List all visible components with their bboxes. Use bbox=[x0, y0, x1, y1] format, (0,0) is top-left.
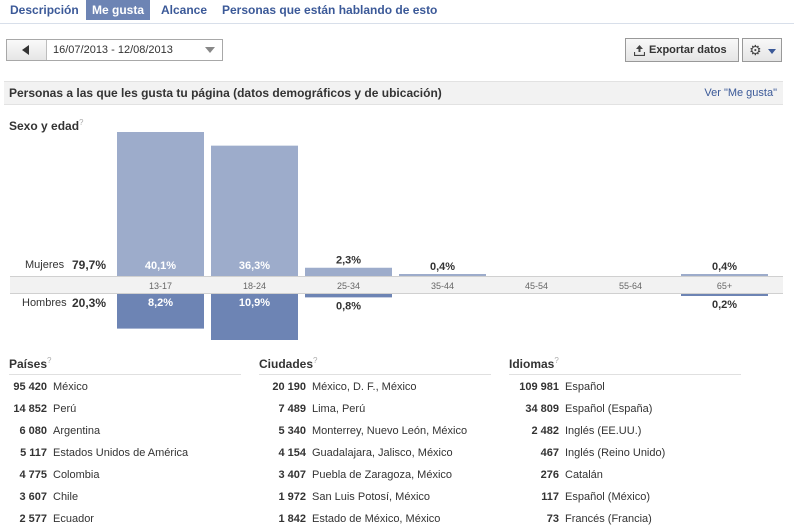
language-name: Francés (Francia) bbox=[565, 513, 652, 525]
country-name: Perú bbox=[53, 403, 77, 415]
women-data-label: 2,3% bbox=[336, 255, 361, 267]
demographics-title-text: Sexo y edad bbox=[9, 119, 80, 133]
women-percent: 79,7% bbox=[72, 258, 107, 272]
language-count: 34 809 bbox=[525, 403, 559, 415]
countries-divider bbox=[9, 374, 241, 375]
help-icon[interactable]: ? bbox=[313, 356, 318, 365]
city-name: Guadalajara, Jalisco, México bbox=[312, 447, 453, 459]
women-label: Mujeres bbox=[25, 259, 65, 271]
tab-bar: Descripción Me gusta Alcance Personas qu… bbox=[0, 0, 794, 24]
country-name: Argentina bbox=[53, 425, 101, 437]
tab-me-gusta[interactable]: Me gusta bbox=[86, 0, 151, 20]
city-name: Lima, Perú bbox=[312, 403, 366, 415]
language-count: 73 bbox=[546, 513, 559, 525]
women-data-label: 40,1% bbox=[145, 260, 176, 272]
previous-period-button[interactable] bbox=[7, 40, 47, 60]
men-label: Hombres bbox=[22, 297, 67, 309]
country-count: 5 117 bbox=[20, 447, 47, 459]
language-count: 276 bbox=[540, 469, 559, 481]
city-count: 1 972 bbox=[278, 491, 306, 503]
language-count: 2 482 bbox=[531, 425, 559, 437]
languages-title: Idiomas? bbox=[509, 356, 559, 371]
country-name: Chile bbox=[53, 491, 79, 503]
women-data-label: 0,4% bbox=[430, 261, 455, 273]
women-data-label: 36,3% bbox=[239, 260, 270, 272]
cities-title-text: Ciudades bbox=[259, 357, 314, 371]
tab-descripcion[interactable]: Descripción bbox=[10, 3, 79, 17]
men-data-label: 8,2% bbox=[148, 297, 173, 309]
arrow-left-icon bbox=[22, 45, 29, 55]
demographics-title: Sexo y edad? bbox=[9, 118, 83, 133]
export-data-button[interactable]: Exportar datos bbox=[625, 38, 739, 62]
city-count: 4 154 bbox=[278, 447, 306, 459]
country-count: 6 080 bbox=[19, 425, 47, 437]
city-name: San Luis Potosí, México bbox=[312, 491, 431, 503]
country-name: México bbox=[53, 381, 88, 393]
tab-personas-hablando[interactable]: Personas que están hablando de esto bbox=[222, 3, 438, 17]
men-percent: 20,3% bbox=[72, 296, 107, 310]
women-bar bbox=[305, 267, 392, 276]
country-name: Ecuador bbox=[53, 513, 94, 525]
chevron-down-icon[interactable] bbox=[205, 47, 215, 53]
country-count: 4 775 bbox=[19, 469, 47, 481]
city-count: 7 489 bbox=[278, 403, 306, 415]
country-count: 14 852 bbox=[13, 403, 47, 415]
city-count: 1 842 bbox=[278, 513, 306, 525]
section-header: Personas a las que les gusta tu página (… bbox=[4, 81, 783, 105]
city-name: Estado de México, México bbox=[312, 513, 441, 525]
cities-title: Ciudades? bbox=[259, 356, 317, 371]
city-name: México, D. F., México bbox=[312, 381, 417, 393]
city-name: Monterrey, Nuevo León, México bbox=[312, 425, 468, 437]
help-icon[interactable]: ? bbox=[554, 356, 559, 365]
date-range-text: 16/07/2013 - 12/08/2013 bbox=[53, 44, 173, 56]
language-name: Español (España) bbox=[565, 403, 653, 415]
settings-menu-button[interactable]: ⚙ bbox=[742, 38, 782, 62]
men-bar bbox=[681, 294, 768, 296]
age-axis-band bbox=[10, 276, 783, 294]
country-name: Colombia bbox=[53, 469, 100, 481]
men-bar bbox=[305, 294, 392, 298]
languages-divider bbox=[509, 374, 741, 375]
language-count: 109 981 bbox=[519, 381, 559, 393]
chevron-down-icon bbox=[768, 49, 776, 54]
export-icon bbox=[634, 45, 645, 56]
language-name: Español bbox=[565, 381, 605, 393]
city-count: 20 190 bbox=[272, 381, 306, 393]
date-range-picker[interactable]: 16/07/2013 - 12/08/2013 bbox=[6, 39, 223, 61]
men-data-label: 0,2% bbox=[712, 299, 737, 311]
country-name: Estados Unidos de América bbox=[53, 447, 189, 459]
help-icon[interactable]: ? bbox=[47, 356, 52, 365]
cities-divider bbox=[259, 374, 491, 375]
city-count: 3 407 bbox=[278, 469, 306, 481]
language-name: Catalán bbox=[565, 469, 603, 481]
language-name: Inglés (EE.UU.) bbox=[565, 425, 642, 437]
city-name: Puebla de Zaragoza, México bbox=[312, 469, 453, 481]
gear-icon: ⚙ bbox=[749, 42, 762, 58]
men-bar bbox=[211, 294, 298, 340]
language-count: 117 bbox=[541, 491, 559, 503]
men-data-label: 0,8% bbox=[336, 300, 361, 312]
help-icon[interactable]: ? bbox=[79, 118, 84, 127]
women-data-label: 0,4% bbox=[712, 261, 737, 273]
language-name: Inglés (Reino Unido) bbox=[565, 447, 666, 459]
language-count: 467 bbox=[540, 447, 559, 459]
tab-alcance[interactable]: Alcance bbox=[161, 3, 208, 17]
women-bar bbox=[117, 132, 204, 276]
men-data-label: 10,9% bbox=[239, 297, 270, 309]
view-likes-link[interactable]: Ver "Me gusta" bbox=[704, 87, 777, 99]
country-count: 3 607 bbox=[19, 491, 47, 503]
languages-title-text: Idiomas bbox=[509, 357, 555, 371]
export-data-label: Exportar datos bbox=[649, 44, 727, 56]
section-title: Personas a las que les gusta tu página (… bbox=[9, 86, 442, 100]
country-count: 2 577 bbox=[19, 513, 47, 525]
country-count: 95 420 bbox=[13, 381, 47, 393]
men-bar bbox=[117, 294, 204, 329]
countries-title-text: Países bbox=[9, 357, 48, 371]
city-count: 5 340 bbox=[278, 425, 306, 437]
women-bar bbox=[211, 145, 298, 276]
language-name: Español (México) bbox=[565, 491, 650, 503]
countries-title: Países? bbox=[9, 356, 52, 371]
